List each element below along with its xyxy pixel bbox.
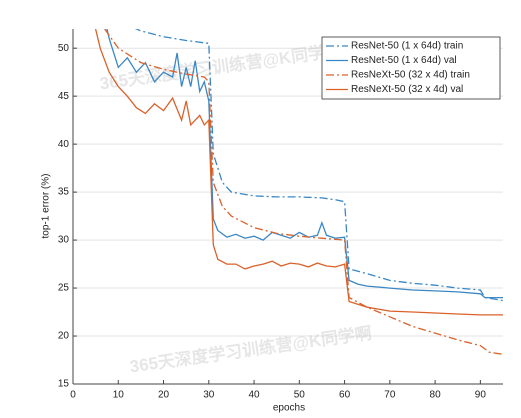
y-tick-label: 30 (58, 235, 70, 246)
x-tick-label: 10 (113, 390, 125, 401)
x-tick-label: 70 (384, 390, 396, 401)
x-tick-label: 20 (158, 390, 170, 401)
x-tick-label: 80 (430, 390, 442, 401)
y-tick-label: 20 (58, 331, 70, 342)
y-tick-label: 35 (58, 187, 70, 198)
y-axis-label: top-1 error (%) (41, 173, 52, 238)
line-series (106, 29, 503, 299)
legend-label: ResNeXt-50 (32 x 4d) val (351, 84, 463, 95)
y-tick-label: 50 (58, 43, 70, 54)
x-tick-label: 40 (248, 390, 260, 401)
y-tick-label: 15 (58, 379, 70, 390)
y-tick-label: 25 (58, 283, 70, 294)
x-tick-label: 60 (339, 390, 351, 401)
y-tick-label: 45 (58, 91, 70, 102)
line-series (104, 29, 503, 355)
y-tick-label: 40 (58, 139, 70, 150)
watermark: 365天深度学习训练营@K同学啊 (128, 323, 373, 377)
x-axis-label: epochs (273, 403, 305, 414)
line-series (94, 29, 503, 316)
legend-label: ResNeXt-50 (32 x 4d) train (351, 70, 470, 81)
x-tick-label: 30 (203, 390, 215, 401)
legend-label: ResNet-50 (1 x 64d) train (351, 41, 463, 52)
legend-box (321, 36, 501, 100)
line-series (134, 29, 503, 302)
legend-label: ResNet-50 (1 x 64d) val (351, 55, 457, 66)
plot-area (94, 29, 503, 355)
watermark: 365天深度学习训练营@K同学啊 (98, 40, 343, 94)
x-tick-label: 0 (70, 390, 76, 401)
x-tick-label: 90 (475, 390, 487, 401)
x-tick-label: 50 (294, 390, 306, 401)
